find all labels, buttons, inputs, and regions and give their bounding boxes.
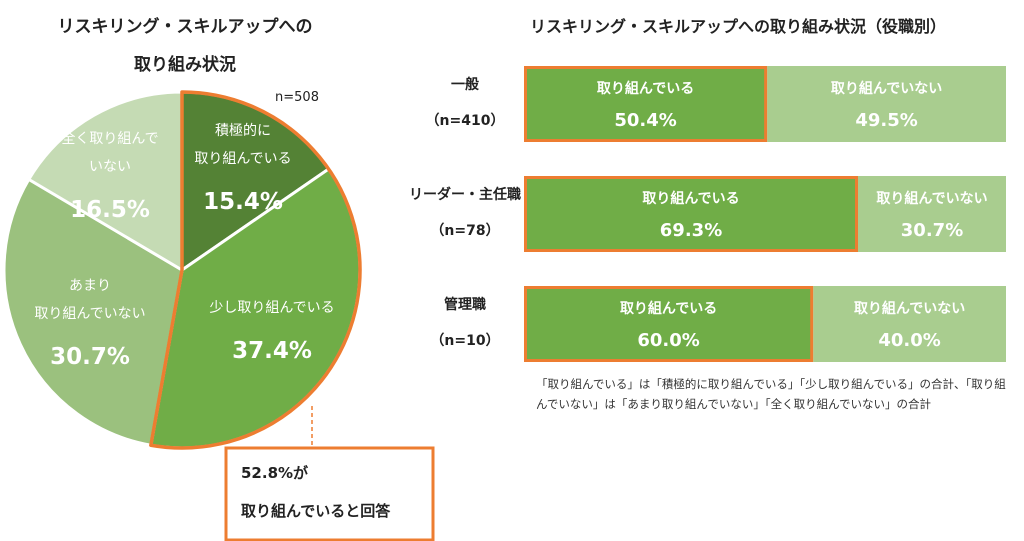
bar-category-n: （n=10） <box>430 333 499 349</box>
pie-highlight-outline <box>149 90 362 450</box>
bar-category-n: （n=78） <box>430 223 499 239</box>
bar-segment-not-engaged <box>813 286 1006 362</box>
callout-line2: 取り組んでいると回答 <box>241 502 391 520</box>
pie-labels: 積極的に取り組んでいる 15.4% 少し取り組んでいる 37.4% あまり取り組んでいな… <box>34 123 334 370</box>
pie-sample-size: n=508 <box>275 90 319 105</box>
bar-segment-not-engaged <box>858 176 1006 252</box>
bar-segment-value-label: 49.5% <box>855 110 917 131</box>
pie-slices <box>2 90 362 450</box>
bar-segment-series-label: 取り組んでいる <box>620 300 717 317</box>
bar-category-label: リーダー・主任職 <box>409 186 521 203</box>
bar-segment-value-label: 40.0% <box>878 330 940 351</box>
bar-category-label: 管理職 <box>444 296 486 313</box>
bar-chart-note: 「取り組んでいる」は「積極的に取り組んでいる」「少し取り組んでいる」の合計、「取… <box>536 377 1006 411</box>
pie-slice-value-label: 37.4% <box>232 338 312 364</box>
bar-segment-series-label: 取り組んでいる <box>642 190 739 207</box>
callout-line1: 52.8%が <box>241 464 309 482</box>
bar-segment-series-label: 取り組んでいない <box>831 80 942 97</box>
callout-box <box>224 446 435 541</box>
pie-slice-value-label: 16.5% <box>70 197 150 223</box>
pie-title-line2: 取り組み状況 <box>134 54 236 75</box>
bar-segment-engaged <box>524 286 814 362</box>
bar-segment-series-label: 取り組んでいない <box>854 300 965 317</box>
pie-slice-label: いない <box>89 159 131 175</box>
bar-category-label: 一般 <box>451 76 479 93</box>
pie-title-line1: リスキリング・スキルアップへの <box>58 16 313 37</box>
pie-slice <box>26 90 184 273</box>
bar-segment-series-label: 取り組んでいる <box>597 80 694 97</box>
bar-segment-value-label: 60.0% <box>637 330 699 351</box>
pie-slice-value-label: 30.7% <box>50 344 130 370</box>
bar-segment-engaged <box>524 176 859 252</box>
bar-segment-engaged <box>524 66 768 142</box>
bar-segment-series-label: 取り組んでいない <box>876 190 987 207</box>
bar-segment-value-label: 30.7% <box>901 220 963 241</box>
pie-slice-label: あまり <box>69 278 111 294</box>
pie-slice-label: 少し取り組んでいる <box>209 300 334 316</box>
pie-slice-value-label: 15.4% <box>203 189 283 215</box>
pie-slice <box>2 177 184 447</box>
pie-slice-label: 全く取り組んで <box>61 130 158 147</box>
bar-chart: 一般 （n=410） 取り組んでいる 50.4% 取り組んでいない 49.5% リーダー・主… <box>409 66 1006 362</box>
pie-slice-label: 取り組んでいない <box>34 306 145 322</box>
pie-slice-label: 積極的に <box>215 123 271 139</box>
bar-category-n: （n=410） <box>426 113 505 129</box>
pie-slice-label: 取り組んでいる <box>194 151 291 167</box>
bar-segment-value-label: 69.3% <box>660 220 722 241</box>
bar-segment-value-label: 50.4% <box>614 110 676 131</box>
bar-segment-not-engaged <box>767 66 1006 142</box>
bar-chart-title: リスキリング・スキルアップへの取り組み状況（役職別） <box>530 17 946 36</box>
